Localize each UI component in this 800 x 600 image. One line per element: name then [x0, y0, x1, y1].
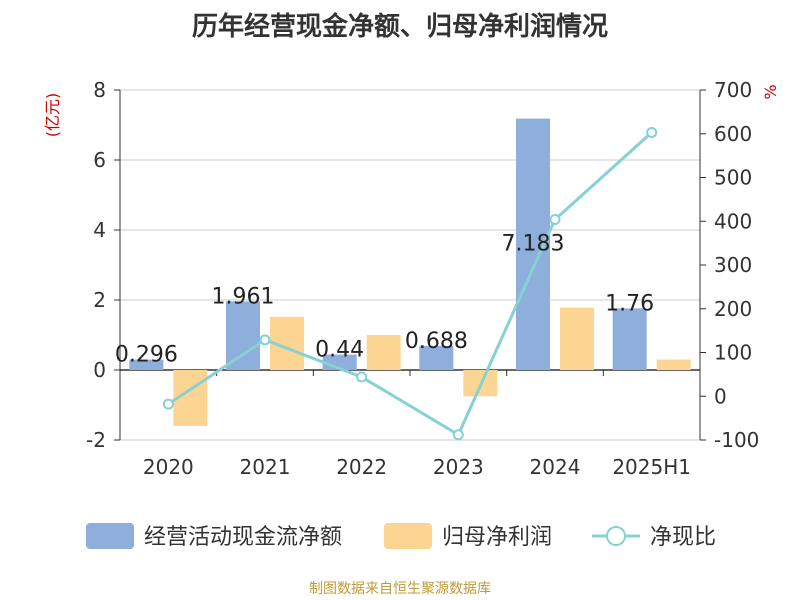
cashflow-bar — [419, 345, 454, 370]
legend: 经营活动现金流净额 归母净利润 净现比 — [86, 523, 716, 550]
y-left-tick-label: 8 — [93, 78, 106, 102]
x-tick-label: 2024 — [530, 455, 581, 479]
cashflow-data-label: 0.296 — [115, 343, 178, 368]
y-left-tick-label: 6 — [93, 148, 106, 172]
cashflow-data-label: 1.76 — [605, 291, 654, 316]
y-left-axis-label: (亿元) — [43, 93, 62, 138]
bars — [129, 118, 691, 426]
y-right-tick-label: 100 — [714, 341, 752, 365]
cashflow-data-label: 0.44 — [315, 338, 364, 363]
grid-lines — [120, 89, 700, 441]
y-right-tick-label: 700 — [714, 78, 752, 102]
cashflow-data-label: 7.183 — [502, 232, 565, 257]
legend-label: 经营活动现金流净额 — [144, 525, 342, 550]
y-left-tick-label: 4 — [93, 218, 106, 242]
y-left-tick-label: 2 — [93, 288, 106, 312]
y-right-tick-label: 200 — [714, 297, 752, 321]
y-right-tick-label: 300 — [714, 253, 752, 277]
y-right-tick-label: 400 — [714, 209, 752, 233]
cashflow-bar — [226, 301, 260, 370]
x-tick-label: 2021 — [240, 455, 291, 479]
legend-label: 归母净利润 — [442, 525, 552, 550]
x-tick-label: 2020 — [143, 455, 194, 479]
y-right-tick-label: 600 — [714, 122, 752, 146]
y-right-axis-label: % — [761, 84, 780, 99]
cashflow-data-label: 0.688 — [405, 329, 468, 354]
net-profit-bar — [366, 335, 401, 370]
axes: -2 0 2 4 6 8 -100 0 100 200 300 400 500 600 700 2020 202… — [43, 78, 780, 479]
x-tick-label: 2023 — [433, 455, 484, 479]
net-profit-bar — [560, 307, 594, 370]
chart-title: 历年经营现金净额、归母净利润情况 — [191, 12, 608, 42]
y-right-tick-label: -100 — [714, 428, 759, 452]
cashflow-data-label: 1.961 — [212, 284, 275, 309]
ratio-point — [646, 126, 658, 138]
net-profit-bar — [656, 359, 691, 370]
cashflow-bar — [129, 359, 164, 370]
ratio-point — [259, 334, 271, 346]
cashflow-bar — [612, 308, 647, 370]
y-right-tick-label: 500 — [714, 166, 752, 190]
y-right-tick-label: 0 — [714, 384, 727, 408]
legend-swatch — [384, 523, 432, 549]
y-left-tick-label: 0 — [93, 358, 106, 382]
data-labels: 0.296 1.961 0.44 0.688 7.183 1.76 — [115, 232, 654, 368]
y-left-tick-label: -2 — [86, 428, 106, 452]
legend-swatch-marker — [606, 526, 626, 546]
ratio-point — [452, 429, 464, 441]
x-tick-label: 2022 — [336, 455, 387, 479]
ratio-line — [162, 126, 658, 441]
ratio-point — [549, 214, 561, 225]
ratio-point — [356, 371, 368, 383]
ratio-line-path — [167, 131, 653, 437]
x-tick-label: 2025H1 — [612, 455, 691, 479]
source-note: 制图数据来自恒生聚源数据库 — [309, 581, 491, 597]
ratio-point — [162, 398, 174, 410]
legend-label: 净现比 — [650, 525, 716, 550]
legend-swatch — [86, 523, 134, 549]
